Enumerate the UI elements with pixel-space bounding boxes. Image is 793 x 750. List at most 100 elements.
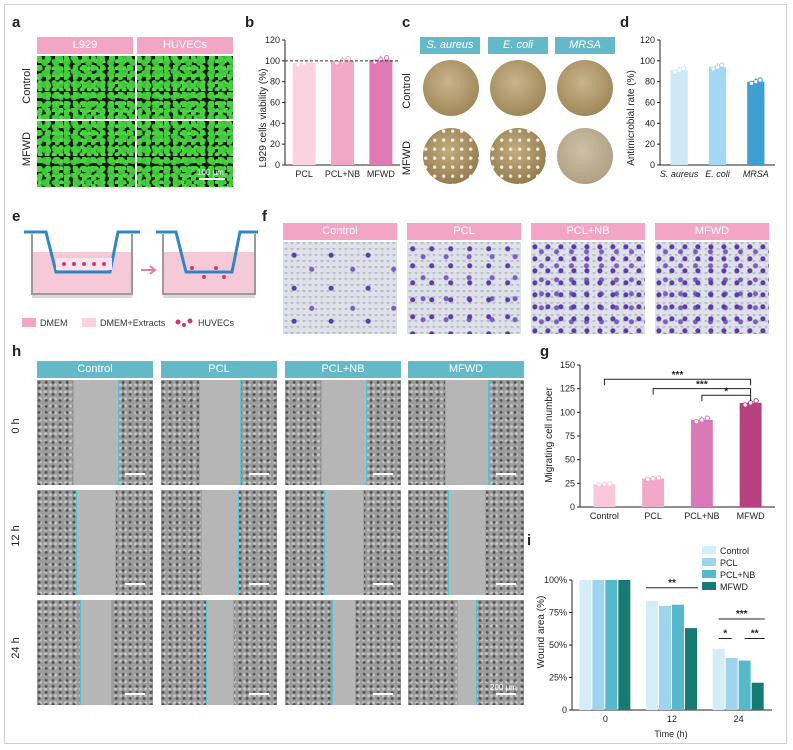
bar	[642, 478, 665, 507]
panel-f-col-header-1: Control	[283, 223, 397, 240]
data-point	[607, 481, 613, 487]
data-point	[676, 67, 682, 73]
y-tick-label: 75	[565, 431, 575, 441]
wound-gap	[80, 600, 112, 705]
chart-b-plot: 0 20 40 60 80 100 120 PCL PCL+NB MFWD	[265, 35, 400, 179]
legend-label-dmem-extracts: DMEM+Extracts	[100, 318, 166, 328]
y-tick-label: 100	[265, 56, 280, 66]
transwell-image-control	[283, 242, 397, 334]
scale-bar-label: 200 μm	[490, 683, 517, 692]
culture-plate-saureus-mfwd	[423, 128, 479, 184]
chart-d-svg: Antimicrobial rate (%) 0 20 40 60 80 100 120 S.…	[626, 35, 775, 179]
data-point	[334, 60, 340, 66]
bar	[618, 580, 631, 710]
bar	[331, 60, 354, 165]
wound-image	[408, 380, 524, 485]
legend-swatch	[702, 570, 716, 578]
y-tick-label: 60	[270, 98, 280, 108]
wound-gap	[448, 490, 486, 595]
significance-label: **	[668, 578, 676, 589]
chart-d-ylabel: Antimicrobial rate (%)	[626, 70, 637, 166]
data-point	[644, 476, 651, 482]
chart-d-plot: 0 20 40 60 80 100 120 S. aureus E. coli MRSA	[640, 35, 775, 179]
x-tick-label: 0	[603, 714, 608, 724]
y-tick-label: 0	[275, 160, 280, 170]
significance-label: **	[751, 629, 759, 640]
wound-image	[161, 600, 277, 705]
fluorescence-image-l929-mfwd	[37, 121, 135, 187]
scale-bar	[199, 178, 225, 180]
panel-a-row-label-1: Control	[21, 68, 33, 104]
x-tick-label: PCL	[644, 511, 662, 521]
data-point	[650, 475, 656, 482]
x-tick-label: S. aureus	[660, 169, 699, 179]
scale-bar	[125, 693, 145, 695]
chart-i-plot: 025%50%75%100%0 12 24********ControlPCLPCL…	[544, 546, 772, 724]
culture-plate-ecoli-mfwd	[490, 128, 546, 184]
wound-gap	[445, 380, 489, 485]
fluorescence-image-huvec-mfwd: 100 μm	[137, 121, 233, 187]
y-tick-label: 80	[645, 77, 655, 87]
bar	[672, 604, 684, 710]
y-tick-label: 50%	[549, 640, 567, 650]
panel-h-row-label-3: 24 h	[10, 637, 22, 659]
scale-bar	[249, 583, 269, 585]
panel-f-col-header-4: MFWD	[655, 223, 769, 240]
transwell-before	[24, 230, 140, 298]
panel-letter-i: i	[527, 532, 532, 549]
culture-plate-saureus-control	[423, 60, 479, 116]
panel-a-col-header-2: HUVECs	[137, 37, 233, 54]
panel-e-legend: DMEM DMEM+Extracts HUVECs	[22, 318, 235, 328]
bar	[708, 67, 727, 165]
bar	[593, 484, 616, 507]
significance-bracket	[603, 378, 752, 386]
panel-letter-d: d	[620, 14, 630, 31]
bar	[592, 580, 605, 710]
significance-label: *	[723, 629, 727, 640]
wound-image	[37, 380, 153, 485]
bar	[605, 580, 618, 710]
significance-label: ***	[672, 370, 684, 381]
panel-a-col-header-1: L929	[37, 37, 133, 54]
transwell-image-pcl	[407, 242, 521, 334]
scale-bar-label: 100 μm	[197, 168, 224, 177]
fluorescence-image-huvec-control	[137, 56, 233, 119]
bar	[685, 628, 697, 710]
wound-image	[37, 490, 153, 595]
x-tick-label: 24	[734, 714, 744, 724]
panel-h-col-header-4: MFWD	[408, 361, 524, 378]
x-tick-label: MRSA	[743, 169, 769, 179]
wound-image	[285, 490, 401, 595]
data-point	[757, 77, 763, 83]
scale-bar	[496, 693, 516, 695]
legend-label: Control	[720, 546, 749, 556]
x-tick-label: PCL+NB	[325, 169, 360, 179]
significance-bracket	[652, 388, 752, 395]
y-tick-label: 0	[562, 705, 567, 715]
y-tick-label: 40	[270, 118, 280, 128]
bar	[747, 81, 765, 165]
y-tick-label: 100	[560, 407, 575, 417]
panel-c-col-header-1: S. aureus	[420, 37, 480, 54]
panel-letter-f: f	[262, 208, 267, 225]
y-tick-label: 150	[560, 360, 575, 370]
y-tick-label: 25%	[549, 673, 567, 683]
legend-label: PCL	[720, 558, 738, 568]
y-tick-label: 0	[570, 502, 575, 512]
legend-swatch-dmem-extracts	[82, 318, 96, 327]
panel-letter-e: e	[12, 208, 21, 225]
bar	[670, 70, 688, 165]
legend-label: PCL+NB	[720, 570, 755, 580]
significance-label: *	[724, 386, 728, 397]
panel-f-col-header-3: PCL+NB	[531, 223, 645, 240]
data-point	[383, 54, 390, 61]
y-tick-label: 20	[270, 139, 280, 149]
transwell-after	[156, 230, 258, 298]
data-point	[714, 64, 721, 70]
scale-bar	[249, 473, 269, 475]
y-tick-label: 75%	[549, 608, 567, 618]
data-point	[704, 415, 711, 421]
y-tick-label: 40	[645, 118, 655, 128]
wound-gap	[324, 490, 364, 595]
panel-h-col-header-1: Control	[37, 361, 153, 378]
